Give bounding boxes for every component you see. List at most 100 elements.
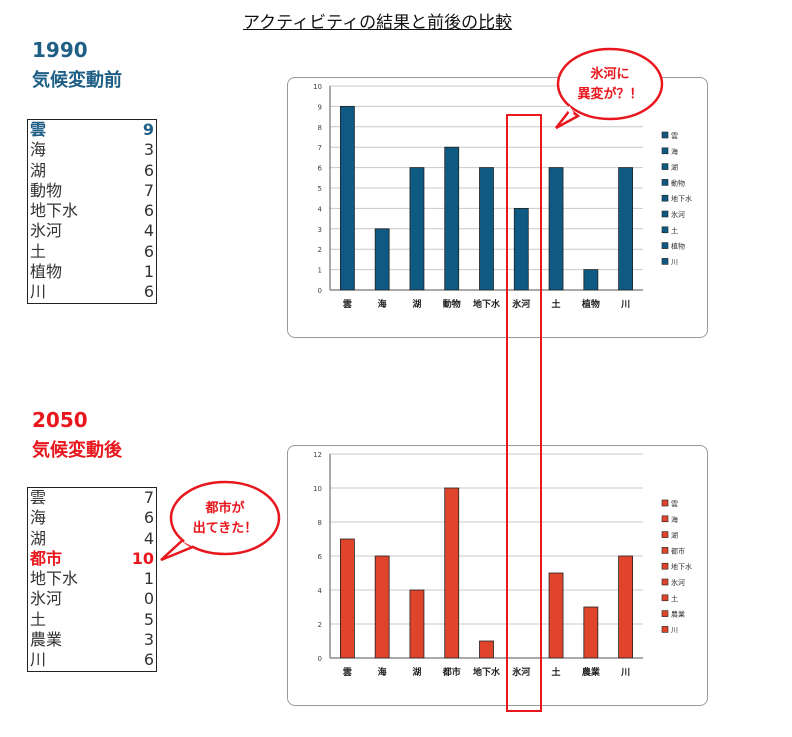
legend-swatch — [661, 163, 669, 170]
x-tick-label: 都市 — [442, 666, 461, 678]
after-subtitle: 気候変動後 — [32, 440, 122, 461]
legend-swatch — [661, 242, 669, 249]
row-label: 海 — [30, 508, 47, 528]
table-row: 氷河 4 — [28, 221, 156, 241]
city-callout-line2: 出てきた！ — [193, 520, 258, 536]
legend-swatch — [661, 210, 669, 218]
bar — [374, 228, 390, 291]
row-label: 動物 — [30, 180, 63, 200]
bar — [513, 207, 529, 291]
table-row: 地下水 1 — [28, 569, 156, 589]
legend-swatch — [661, 515, 669, 523]
row-label: 植物 — [30, 262, 63, 282]
legend-label: 氷河 — [671, 578, 685, 587]
legend-label: 都市 — [671, 546, 685, 555]
row-label: 農業 — [30, 630, 63, 650]
x-tick-label: 海 — [378, 666, 387, 678]
after-chart: 0 2 4 6 8 10 12 雲海湖都市 地下水 氷河土農業川雲海湖都市 地下水 氷河土農業川 — [287, 445, 708, 706]
x-tick-label: 動物 — [443, 298, 461, 310]
row-value: 5 — [143, 609, 154, 629]
bar — [548, 167, 564, 291]
bar — [618, 555, 634, 659]
row-value: 4 — [143, 528, 154, 548]
legend-label: 川 — [671, 626, 678, 634]
legend-label: 海 — [671, 147, 678, 156]
x-tick-label: 川 — [620, 667, 630, 678]
row-label: 川 — [30, 650, 47, 670]
after-year: 2050 — [32, 408, 88, 432]
y-tick-label: 6 — [318, 553, 323, 561]
row-value: 7 — [143, 180, 154, 200]
bar — [479, 640, 494, 659]
bar — [583, 269, 599, 291]
bar — [618, 167, 634, 291]
glacier-callout-line1: 氷河に — [590, 66, 629, 82]
x-tick-label: 植物 — [581, 298, 600, 310]
legend-label: 地下水 — [671, 562, 692, 571]
legend-label: 地下水 — [671, 194, 692, 203]
row-value: 6 — [143, 282, 154, 302]
legend-swatch — [661, 499, 669, 507]
row-label: 氷河 — [30, 221, 63, 241]
row-value: 6 — [143, 160, 154, 180]
bar — [374, 555, 390, 659]
glacier-highlight-frame — [506, 114, 542, 712]
y-tick-label: 5 — [318, 185, 322, 193]
before-subtitle: 気候変動前 — [32, 70, 122, 91]
row-value: 3 — [143, 630, 154, 650]
y-tick-label: 8 — [318, 124, 322, 132]
row-value: 6 — [143, 508, 154, 528]
row-value: 6 — [143, 650, 154, 670]
legend-label: 海 — [671, 515, 678, 524]
x-tick-label: 土 — [552, 298, 561, 310]
row-label: 海 — [30, 140, 47, 160]
legend-label: 動物 — [671, 178, 685, 187]
row-label: 湖 — [30, 528, 47, 548]
legend-label: 植物 — [671, 242, 685, 251]
x-tick-label: 海 — [378, 298, 387, 310]
bar — [409, 167, 425, 291]
legend-swatch — [661, 179, 669, 186]
x-tick-label: 氷河 — [511, 666, 530, 678]
table-row: 地下水 6 — [28, 201, 156, 221]
city-callout-line1: 都市が — [204, 500, 244, 516]
before-data-table: 雲 9 海 3 湖 6 動物 7 地下水 6 氷河 4 土 6 植物 1 川 6 — [27, 119, 157, 304]
y-tick-label: 3 — [318, 226, 322, 234]
before-year: 1990 — [32, 38, 88, 62]
y-tick-label: 1 — [318, 267, 322, 275]
legend-label: 雲 — [671, 132, 678, 140]
legend-label: 土 — [671, 594, 678, 603]
y-tick-label: 10 — [313, 485, 322, 493]
row-value: 6 — [143, 241, 154, 261]
x-tick-label: 土 — [552, 666, 561, 678]
row-value: 10 — [131, 548, 154, 568]
row-label: 雲 — [30, 488, 47, 507]
table-row: 植物 1 — [28, 262, 156, 282]
y-tick-label: 0 — [318, 287, 322, 295]
row-label: 地下水 — [30, 201, 79, 221]
legend-swatch — [661, 610, 669, 617]
row-label: 都市 — [30, 548, 63, 568]
legend-swatch — [661, 626, 669, 633]
legend-label: 農業 — [671, 610, 685, 619]
row-label: 雲 — [30, 120, 47, 139]
legend-swatch — [661, 258, 669, 265]
x-tick-label: 川 — [620, 299, 630, 310]
x-tick-label: 湖 — [412, 666, 421, 678]
legend-swatch — [661, 578, 669, 586]
before-chart: 0 1 2 3 4 5 6 7 8 9 10 雲海湖動物 地下水 氷河土植物川雲海湖動物 地下水 氷河土植物川 — [287, 77, 708, 338]
row-value: 4 — [143, 221, 154, 241]
y-tick-label: 4 — [318, 205, 323, 213]
row-value: 6 — [143, 201, 154, 221]
row-label: 氷河 — [30, 589, 63, 609]
row-label: 川 — [30, 282, 47, 302]
legend-label: 湖 — [671, 531, 678, 540]
bar — [583, 606, 599, 659]
legend-swatch — [661, 594, 669, 602]
legend-swatch — [661, 562, 669, 570]
legend-label: 湖 — [671, 163, 678, 172]
